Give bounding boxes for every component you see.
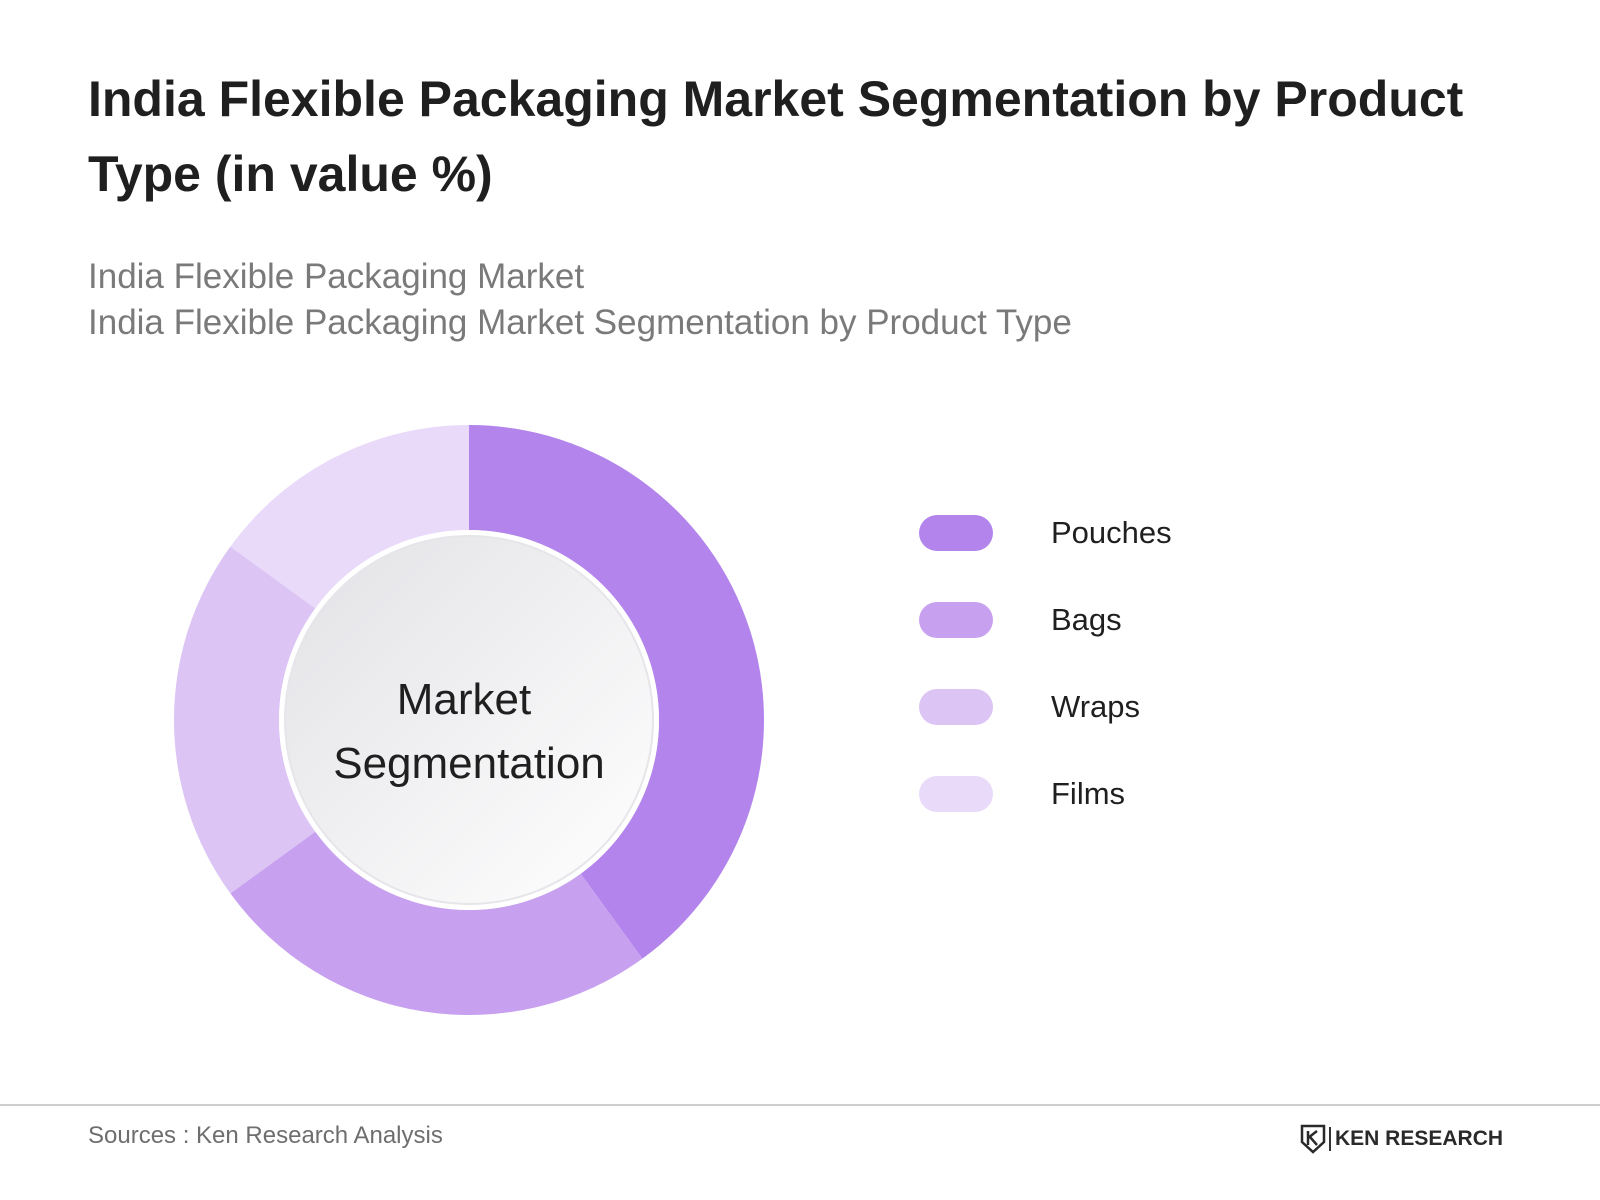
legend-swatch <box>919 515 993 551</box>
center-label-line1: Market <box>397 675 531 724</box>
legend-label: Pouches <box>1051 515 1172 550</box>
chart-subtitle: India Flexible Packaging Market India Fl… <box>88 254 1072 346</box>
sources-note: Sources : Ken Research Analysis <box>88 1122 443 1149</box>
subtitle-line: India Flexible Packaging Market Segmenta… <box>88 303 1072 342</box>
brand-name: KEN RESEARCH <box>1335 1127 1504 1150</box>
donut-slice-bags <box>230 831 643 1015</box>
center-disc <box>284 535 654 905</box>
legend-label: Films <box>1051 776 1126 811</box>
donut-slice-wraps <box>174 546 316 894</box>
chart-title: India Flexible Packaging Market Segmenta… <box>88 71 1464 202</box>
legend-swatch <box>919 776 993 812</box>
donut-slice-pouches <box>469 425 765 959</box>
brand-logo: KEN RESEARCH <box>1300 1122 1503 1156</box>
legend-label: Wraps <box>1051 689 1141 724</box>
donut-slice-films <box>230 425 469 609</box>
footer-divider <box>0 1104 1600 1106</box>
subtitle-line: India Flexible Packaging Market <box>88 257 585 296</box>
center-label-line2: Segmentation <box>333 739 605 788</box>
ken-research-logo-icon <box>1300 1124 1326 1154</box>
brand-separator <box>1329 1127 1331 1151</box>
legend-label: Bags <box>1051 602 1122 637</box>
legend-swatch <box>919 602 993 638</box>
donut-slices <box>174 425 765 1015</box>
legend-swatch <box>919 689 993 725</box>
